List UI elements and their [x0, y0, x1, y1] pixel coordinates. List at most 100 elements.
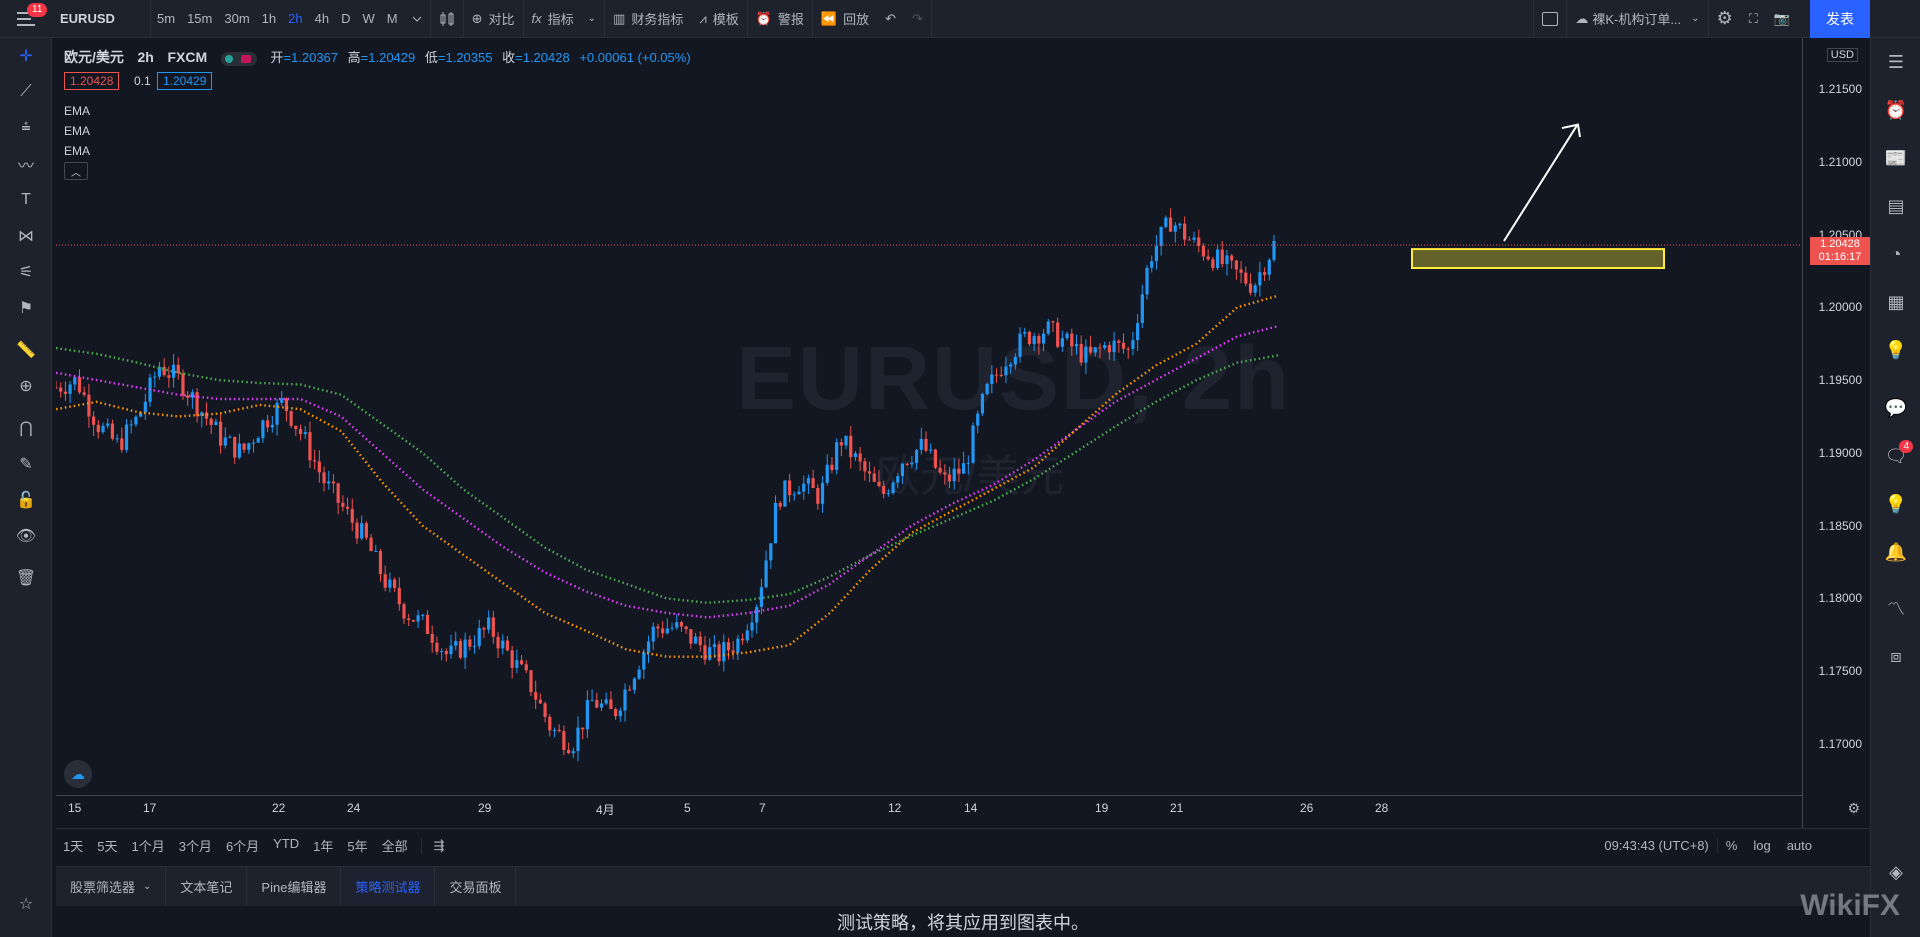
- redo-button[interactable]: ↷: [904, 0, 931, 38]
- private-chat-icon[interactable]: 🗨 4: [1871, 432, 1920, 480]
- candle-body: [1244, 272, 1248, 284]
- tab-pine-editor[interactable]: Pine编辑器: [247, 866, 342, 907]
- ema-legend-2[interactable]: EMA: [64, 124, 91, 138]
- interval-15m[interactable]: 15m: [187, 11, 213, 26]
- axis-settings-button[interactable]: ⚙: [1847, 800, 1860, 817]
- menu-button[interactable]: 11: [0, 0, 52, 38]
- range-button[interactable]: 5天: [97, 839, 118, 854]
- time-tick: 28: [1375, 801, 1389, 815]
- tab-text-notes[interactable]: 文本笔记: [166, 866, 248, 907]
- range-button[interactable]: 1天: [63, 839, 84, 854]
- crosshair-icon[interactable]: ✛: [19, 48, 33, 65]
- alarm-clock-icon[interactable]: ⏰: [1884, 99, 1908, 120]
- streams-icon[interactable]: 💡: [1884, 493, 1908, 514]
- price-chart[interactable]: [56, 38, 1802, 795]
- price-axis[interactable]: USD 1.21500 1.21000 1.20500 1.20000 1.19500 1…: [1802, 38, 1870, 828]
- ema-legend-1[interactable]: EMA: [64, 104, 91, 118]
- star-icon[interactable]: ☆: [18, 896, 34, 913]
- time-axis[interactable]: 15 17 22 24 29 4月 5 7 12 14 19 21 26 28 ⚙: [56, 795, 1860, 821]
- templates-button[interactable]: ⩘ 模板: [691, 0, 746, 38]
- ruler-icon[interactable]: 📏: [16, 342, 36, 359]
- text-icon[interactable]: T: [21, 191, 31, 208]
- chat-icon[interactable]: 💬: [1884, 397, 1908, 418]
- tradingview-logo-icon[interactable]: ☁: [64, 760, 92, 788]
- ema-legend-3[interactable]: EMA: [64, 144, 91, 158]
- calendar-icon[interactable]: ▦: [1887, 291, 1905, 312]
- candle-body: [835, 442, 839, 470]
- candle-body: [783, 480, 787, 507]
- trendline-icon[interactable]: ⟋: [20, 83, 32, 100]
- ideas-icon[interactable]: 💡: [1884, 339, 1908, 360]
- tab-stock-screener[interactable]: 股票筛选器 ⌄: [56, 866, 167, 907]
- percent-toggle[interactable]: %: [1725, 838, 1738, 853]
- range-button[interactable]: 1个月: [131, 839, 165, 854]
- order-panel-icon[interactable]: 〽: [1887, 599, 1905, 619]
- interval-w[interactable]: W: [362, 11, 375, 26]
- draw-mode-icon[interactable]: ✎: [19, 456, 33, 473]
- log-toggle[interactable]: log: [1753, 838, 1771, 853]
- publish-button[interactable]: 发表: [1810, 0, 1870, 38]
- snapshot-button[interactable]: 📷: [1766, 0, 1798, 38]
- range-button[interactable]: 6个月: [225, 839, 260, 854]
- interval-2h[interactable]: 2h: [288, 11, 303, 26]
- magnet-icon[interactable]: ⋂: [19, 420, 33, 437]
- time-tick: 5: [684, 801, 691, 815]
- news-icon[interactable]: 📰: [1884, 147, 1908, 168]
- candle-body: [143, 401, 147, 413]
- auto-toggle[interactable]: auto: [1786, 838, 1812, 853]
- watchlist-icon[interactable]: ☰: [1887, 51, 1905, 72]
- range-button[interactable]: 1年: [313, 839, 334, 854]
- interval-dropdown[interactable]: [404, 0, 430, 38]
- tab-strategy-tester[interactable]: 策略测试器: [341, 866, 436, 907]
- financials-button[interactable]: ▥ 财务指标: [605, 0, 691, 38]
- candle-body: [294, 425, 298, 429]
- replay-button[interactable]: ⏪ 回放: [813, 0, 877, 38]
- interval-1h[interactable]: 1h: [261, 11, 277, 26]
- lock-icon[interactable]: 🔓: [16, 492, 36, 509]
- position-icon[interactable]: ⚟: [18, 264, 34, 281]
- zoom-icon[interactable]: ⊕: [19, 378, 33, 395]
- fullscreen-button[interactable]: ⛶: [1741, 0, 1766, 38]
- dom-icon[interactable]: ⧈: [1890, 645, 1902, 666]
- compare-button[interactable]: ⊕ 对比: [464, 0, 523, 38]
- interval-4h[interactable]: 4h: [314, 11, 330, 26]
- ask-price-button[interactable]: 1.20429: [157, 72, 213, 90]
- data-window-icon[interactable]: ▤: [1887, 195, 1905, 216]
- candle-body: [1004, 366, 1008, 376]
- interval-30m[interactable]: 30m: [224, 11, 250, 26]
- candle-body: [938, 467, 942, 473]
- layout-select-button[interactable]: [1534, 0, 1566, 38]
- pattern-xabcd-icon[interactable]: ⋈: [18, 228, 34, 245]
- price-tick: 1.20000: [1818, 300, 1862, 315]
- candle-body: [966, 462, 970, 464]
- layers-icon[interactable]: ◈: [1889, 861, 1903, 882]
- chart-pane[interactable]: EURUSD, 2h 欧元/美元 欧元/美元 2h FXCM 开=1.20367…: [56, 38, 1802, 828]
- date-range-button[interactable]: ⇶: [420, 837, 453, 854]
- hotlist-icon[interactable]: ◔: [1890, 243, 1902, 264]
- symbol-search[interactable]: EURUSD: [60, 11, 115, 26]
- pattern-icon[interactable]: 〰: [17, 158, 34, 175]
- chart-type-button[interactable]: [431, 0, 463, 38]
- range-button[interactable]: 3个月: [178, 839, 212, 854]
- settings-button[interactable]: ⚙: [1709, 0, 1741, 38]
- clock[interactable]: 09:43:43 (UTC+8): [1596, 838, 1718, 853]
- range-button[interactable]: 全部: [381, 839, 408, 854]
- collapse-legend-button[interactable]: ︿: [64, 162, 88, 180]
- interval-5m[interactable]: 5m: [157, 11, 176, 26]
- undo-button[interactable]: ↶: [877, 0, 904, 38]
- interval-d[interactable]: D: [341, 11, 351, 26]
- layout-name-button[interactable]: ☁ 裸K-机构订单... ⌄: [1567, 0, 1707, 38]
- fib-icon[interactable]: ⩮: [21, 119, 31, 136]
- range-button[interactable]: YTD: [273, 836, 300, 851]
- market-status-toggle[interactable]: [220, 51, 257, 66]
- range-button[interactable]: 5年: [347, 839, 368, 854]
- tab-trading-panel[interactable]: 交易面板: [435, 866, 517, 907]
- interval-m[interactable]: M: [386, 11, 398, 26]
- icons-icon[interactable]: ⚑: [18, 300, 34, 317]
- bid-price-button[interactable]: 1.20428: [64, 72, 120, 90]
- trash-icon[interactable]: 🗑: [15, 570, 37, 587]
- eye-icon[interactable]: 👁: [15, 528, 37, 545]
- alert-button[interactable]: ⏰ 警报: [748, 0, 812, 38]
- indicators-button[interactable]: fx 指标 ⌄: [524, 0, 605, 38]
- notifications-icon[interactable]: 🔔: [1884, 541, 1908, 562]
